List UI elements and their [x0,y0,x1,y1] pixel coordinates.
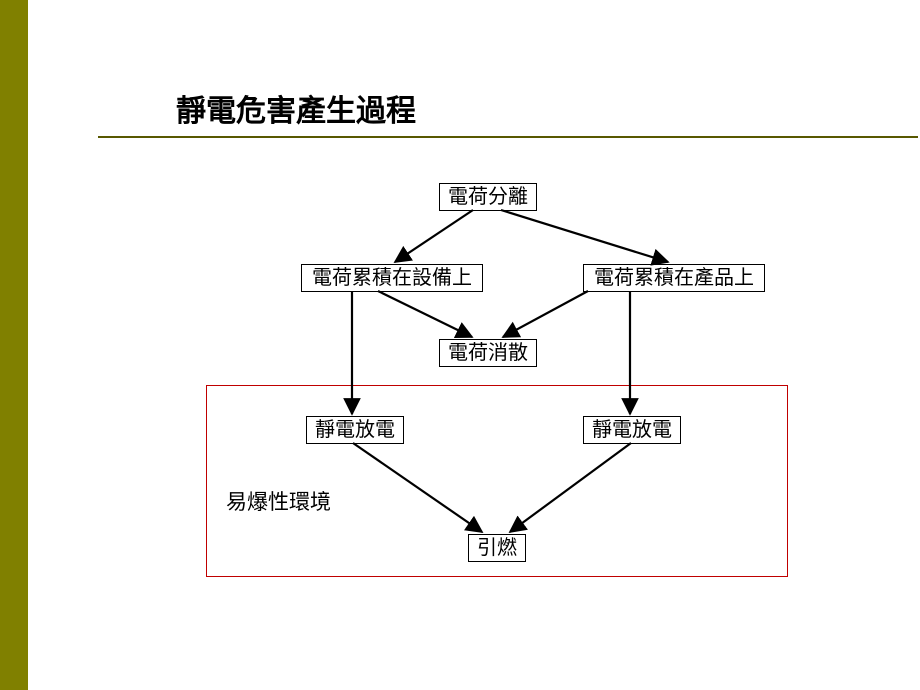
edge-n2-n4 [378,291,472,337]
slide-title: 靜電危害產生過程 [176,86,416,130]
edge-n1-n3 [501,210,668,262]
node-ignition: 引燃 [468,534,526,562]
title-underline [98,136,918,138]
slide-side-accent [0,0,28,690]
node-charge-on-product: 電荷累積在產品上 [583,264,765,292]
node-esd-right: 靜電放電 [583,416,681,444]
explosive-environment-label: 易爆性環境 [226,486,331,516]
node-charge-dissipation: 電荷消散 [439,339,537,367]
node-charge-on-equipment: 電荷累積在設備上 [301,264,483,292]
node-esd-left: 靜電放電 [306,416,404,444]
node-charge-separation: 電荷分離 [439,183,537,211]
slide-canvas: 靜電危害產生過程 易爆性環境 電荷分離 電荷累積在設備上 電荷累積在產品上 電荷… [28,0,920,690]
edge-n1-n2 [395,210,473,262]
edge-n3-n4 [503,291,588,337]
